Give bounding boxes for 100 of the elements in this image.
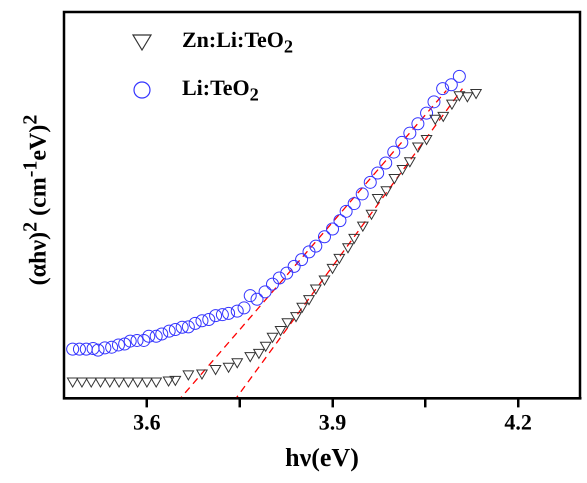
- point: [288, 260, 301, 273]
- point: [272, 271, 286, 284]
- point: [266, 332, 278, 343]
- point: [230, 304, 244, 318]
- point: [195, 314, 208, 328]
- point: [150, 378, 162, 388]
- point: [302, 245, 316, 258]
- point: [112, 338, 125, 352]
- point: [258, 285, 272, 298]
- point: [141, 378, 153, 388]
- x-tick-label: 3.6: [133, 409, 161, 434]
- point: [188, 316, 202, 330]
- point: [142, 330, 156, 343]
- point: [452, 70, 466, 83]
- point: [222, 362, 234, 373]
- point: [130, 334, 144, 347]
- point: [411, 117, 424, 130]
- legend-label: Li:TeO$_{2}$: [182, 74, 259, 106]
- point: [348, 234, 360, 244]
- point: [66, 378, 78, 388]
- x-tick-label: 3.9: [318, 409, 346, 434]
- point: [202, 313, 216, 326]
- point: [232, 358, 243, 368]
- point: [318, 230, 331, 244]
- point: [132, 378, 144, 388]
- point: [222, 306, 236, 320]
- point: [282, 318, 294, 328]
- point: [176, 320, 189, 334]
- point: [356, 187, 369, 200]
- point: [309, 240, 322, 253]
- point: [470, 89, 482, 99]
- point: [98, 341, 112, 354]
- point: [295, 253, 308, 266]
- point: [310, 284, 322, 294]
- point: [379, 156, 392, 170]
- point: [105, 340, 118, 354]
- point: [118, 337, 132, 350]
- point: [182, 370, 194, 380]
- point: [170, 376, 182, 386]
- x-axis-title: hν(eV): [285, 443, 359, 472]
- point: [113, 378, 125, 388]
- point: [260, 342, 272, 352]
- point: [372, 194, 384, 204]
- point: [150, 330, 163, 343]
- point: [296, 302, 308, 313]
- point: [104, 378, 116, 388]
- point: [444, 78, 458, 92]
- point: [412, 142, 424, 152]
- point: [303, 295, 315, 306]
- point: [326, 264, 338, 274]
- legend-label: Zn:Li:TeO$_{2}$: [182, 26, 294, 58]
- point: [403, 126, 416, 140]
- point: [124, 334, 137, 348]
- point: [137, 334, 150, 347]
- point: [168, 322, 182, 336]
- point: [290, 312, 302, 322]
- point: [326, 222, 340, 236]
- point: [318, 275, 330, 286]
- point: [454, 91, 466, 102]
- point: [340, 204, 353, 218]
- point: [333, 214, 346, 228]
- point: [366, 210, 378, 220]
- point: [404, 157, 416, 168]
- point: [162, 376, 174, 387]
- point: [388, 174, 400, 184]
- point: [196, 369, 208, 380]
- point: [357, 222, 369, 232]
- point: [462, 92, 474, 102]
- point: [244, 352, 256, 362]
- point: [182, 320, 195, 334]
- point: [274, 326, 286, 336]
- point: [266, 278, 280, 291]
- point: [80, 342, 93, 356]
- point: [122, 378, 134, 388]
- point: [334, 254, 346, 264]
- point: [420, 106, 434, 120]
- point: [446, 100, 458, 110]
- point: [395, 136, 408, 149]
- point: [155, 328, 168, 340]
- point: [420, 135, 432, 146]
- point: [76, 378, 88, 388]
- point: [438, 112, 449, 122]
- point: [348, 197, 361, 210]
- point: [209, 309, 222, 322]
- point: [387, 146, 400, 159]
- point: [380, 186, 392, 196]
- point: [86, 342, 100, 355]
- point: [364, 176, 377, 189]
- point: [210, 364, 222, 375]
- point: [396, 164, 408, 175]
- point: [430, 114, 441, 125]
- point: [92, 344, 105, 357]
- point: [162, 324, 176, 338]
- point: [427, 95, 440, 108]
- x-tick-label: 4.2: [504, 409, 532, 434]
- point: [253, 348, 265, 359]
- point: [244, 289, 257, 302]
- point: [216, 308, 229, 322]
- point: [342, 243, 354, 254]
- point: [371, 166, 384, 180]
